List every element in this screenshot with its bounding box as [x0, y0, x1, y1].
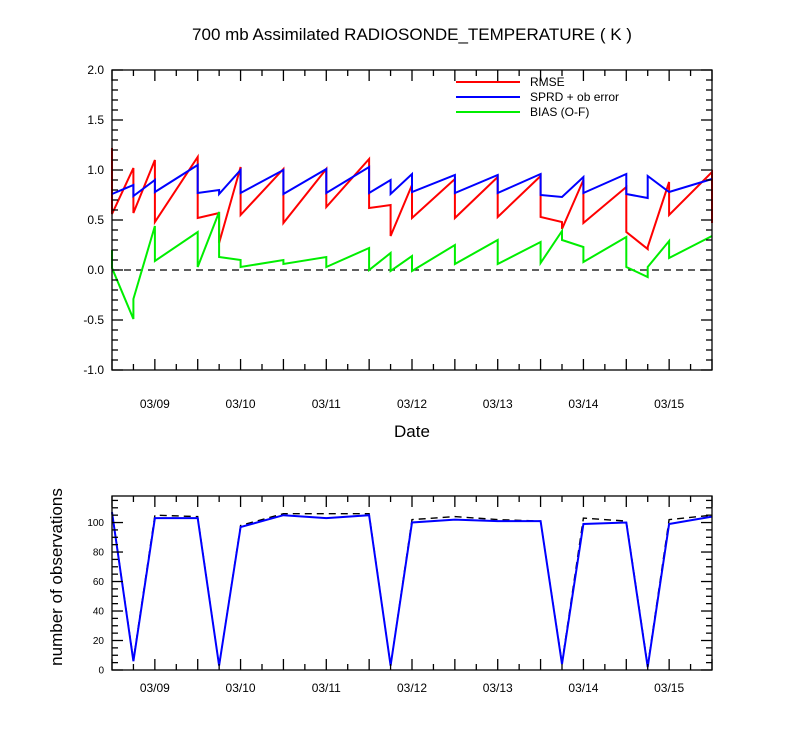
- legend-label-rmse: RMSE: [530, 75, 565, 89]
- top-plot: 03/09 03/10 03/11 03/12 03/13 03/14 03/15 -1.0 -…: [83, 63, 713, 411]
- y-tick-label: -0.5: [83, 313, 104, 327]
- x-tick-label: 03/10: [226, 681, 256, 695]
- y-tick-label: -1.0: [83, 363, 104, 377]
- x-axis-title: Date: [394, 422, 430, 441]
- series-line-rmse: [111, 148, 713, 252]
- x-tick-label: 03/10: [226, 397, 256, 411]
- y-tick-label: 1.0: [87, 163, 104, 177]
- x-tick-label: 03/11: [312, 397, 341, 411]
- x-tick-label: 03/13: [483, 681, 513, 695]
- x-tick-label: 03/15: [654, 397, 684, 411]
- series-line-bias-o-f: [111, 211, 713, 320]
- x-tick-label: 03/14: [568, 681, 598, 695]
- series-line-sprd-ob-error: [111, 163, 713, 200]
- y-tick-label: 0.5: [87, 213, 104, 227]
- x-tick-label: 03/15: [654, 681, 684, 695]
- x-tick-label: 03/13: [483, 397, 513, 411]
- x-tick-label: 03/12: [397, 681, 427, 695]
- y-tick-label: 60: [93, 577, 105, 588]
- x-tick-label: 03/14: [568, 397, 598, 411]
- y-tick-label: 100: [87, 518, 104, 529]
- y-tick-label: 0: [98, 666, 104, 677]
- x-tick-label: 03/11: [312, 681, 341, 695]
- y-tick-label: 2.0: [87, 63, 104, 77]
- series-line-possible: [111, 512, 713, 666]
- chart-title: 700 mb Assimilated RADIOSONDE_TEMPERATUR…: [192, 25, 632, 44]
- y-tick-label: 20: [93, 636, 105, 647]
- y-axis-title-observations: number of observations: [47, 488, 66, 666]
- y-tick-label: 1.5: [87, 113, 104, 127]
- legend-label-bias-o-f: BIAS (O-F): [530, 105, 589, 119]
- x-tick-label: 03/09: [140, 397, 170, 411]
- series-line-assimilated: [111, 512, 713, 668]
- legend-label-sprd-ob-error: SPRD + ob error: [530, 90, 619, 104]
- y-tick-label: 80: [93, 548, 105, 559]
- x-tick-label: 03/09: [140, 681, 170, 695]
- y-tick-label: 0.0: [87, 263, 104, 277]
- x-tick-label: 03/12: [397, 397, 427, 411]
- plot-frame: [111, 69, 713, 371]
- bottom-plot: 03/09 03/10 03/11 03/12 03/13 03/14 03/15 0 20 40…: [87, 495, 713, 695]
- y-tick-label: 40: [93, 607, 105, 618]
